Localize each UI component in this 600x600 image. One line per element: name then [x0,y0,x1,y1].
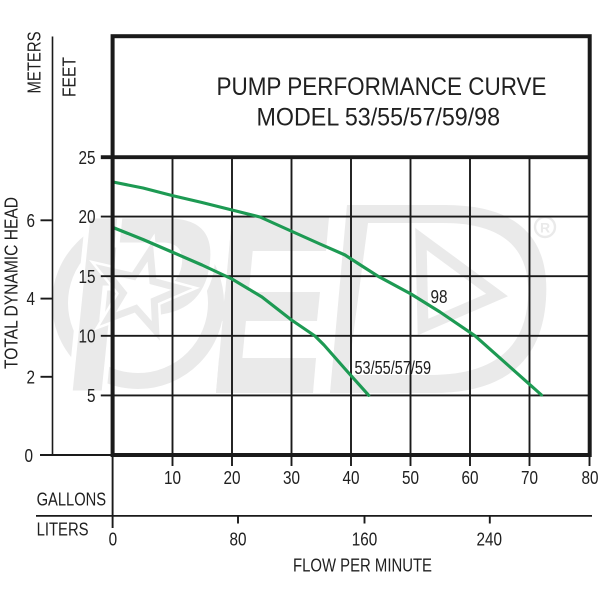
svg-text:30: 30 [283,468,300,488]
svg-text:R: R [540,220,550,236]
svg-text:TOTAL DYNAMIC HEAD: TOTAL DYNAMIC HEAD [2,197,22,369]
svg-text:15: 15 [79,267,96,287]
svg-text:0: 0 [109,530,118,550]
svg-text:80: 80 [230,530,247,550]
svg-text:25: 25 [79,148,96,168]
svg-text:5: 5 [87,386,96,406]
svg-text:0: 0 [25,446,34,466]
svg-text:160: 160 [352,530,378,550]
svg-text:20: 20 [224,468,241,488]
svg-text:20: 20 [79,207,96,227]
svg-text:PUMP PERFORMANCE CURVE: PUMP PERFORMANCE CURVE [217,73,547,101]
svg-text:METERS: METERS [25,32,45,94]
svg-text:2: 2 [27,367,36,387]
svg-text:10: 10 [164,468,181,488]
svg-text:6: 6 [27,211,36,231]
svg-text:50: 50 [402,468,419,488]
svg-text:4: 4 [27,289,36,309]
svg-text:80: 80 [582,468,599,488]
svg-text:FLOW PER MINUTE: FLOW PER MINUTE [293,555,432,575]
svg-text:LITERS: LITERS [37,520,89,540]
svg-text:MODEL 53/55/57/59/98: MODEL 53/55/57/59/98 [257,103,501,131]
svg-text:98: 98 [431,287,448,307]
svg-text:GALLONS: GALLONS [37,490,107,510]
svg-text:70: 70 [521,468,538,488]
svg-text:40: 40 [343,468,360,488]
svg-text:FEET: FEET [60,57,80,97]
svg-text:240: 240 [477,530,503,550]
svg-text:10: 10 [79,326,96,346]
svg-text:60: 60 [462,468,479,488]
svg-text:53/55/57/59: 53/55/57/59 [355,358,432,378]
